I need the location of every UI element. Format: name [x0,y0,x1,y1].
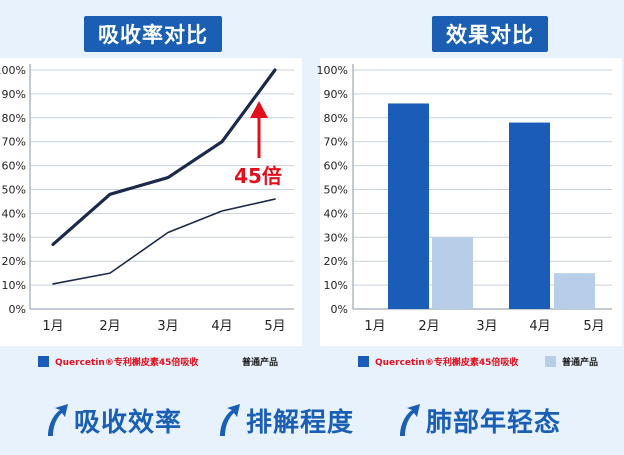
right-legend-normal: 普通产品 [545,352,598,370]
y-tick-label: 0% [331,303,348,316]
legend-label-normal: 普通产品 [242,357,279,368]
x-tick-label: 5月 [583,319,604,334]
y-tick-label: 40% [2,207,26,220]
bar-normal [554,273,595,309]
y-tick-label: 70% [324,136,348,149]
y-tick-label: 80% [2,112,26,125]
left-chart-panel [0,58,302,346]
bar-normal [432,237,473,309]
y-tick-label: 40% [324,207,348,220]
bar-main [509,122,550,309]
y-tick-label: 80% [324,112,348,125]
right-legend-main: Quercetin®专利槲皮素45倍吸收 [358,352,518,370]
x-tick-label: 3月 [476,319,497,334]
y-tick-label: 30% [324,231,348,244]
arrow-up-icon [400,404,420,436]
legend-label-main: Quercetin®专利槲皮素45倍吸收 [55,357,199,368]
x-tick-label: 2月 [418,319,439,334]
y-tick-label: 10% [2,279,26,292]
legend-swatch-main [358,355,369,367]
y-tick-label: 20% [324,255,348,268]
y-tick-label: 100% [317,64,348,77]
feature-label: 肺部年轻态 [426,407,562,438]
y-tick-label: 30% [2,231,26,244]
series-line-normal [52,198,276,285]
x-tick-label: 2月 [99,319,120,334]
y-tick-label: 20% [2,255,26,268]
y-tick-label: 90% [324,88,348,101]
y-tick-label: 90% [2,88,26,101]
legend-label-main: Quercetin®专利槲皮素45倍吸收 [375,357,519,368]
y-tick-label: 70% [2,136,26,149]
right-chart-title: 效果对比 [432,16,548,52]
x-tick-label: 5月 [264,319,285,334]
y-tick-label: 60% [2,160,26,173]
legend-swatch-main [38,355,49,367]
feature-lung-youthfulness: 肺部年轻态 [396,400,561,440]
y-tick-label: 60% [324,160,348,173]
annotation-arrow-head [250,101,268,118]
x-tick-label: 4月 [529,319,550,334]
x-tick-label: 1月 [42,319,63,334]
annotation-label: 45倍 [234,164,282,188]
left-chart-title: 吸收率对比 [84,16,222,52]
bar-main [388,103,429,310]
x-tick-label: 4月 [211,319,232,334]
feature-label: 排解程度 [246,407,355,438]
arrow-up-icon [220,404,240,436]
feature-absorption-efficiency: 吸收效率 [44,400,182,440]
feature-clearance-degree: 排解程度 [216,400,354,440]
legend-label-normal: 普通产品 [562,357,599,368]
y-tick-label: 0% [9,303,26,316]
arrow-up-icon [48,404,68,436]
y-tick-label: 50% [324,184,348,197]
left-legend-main: Quercetin®专利槲皮素45倍吸收 [38,352,198,370]
y-tick-label: 100% [0,64,26,77]
left-legend-normal: 普通产品 [242,352,278,370]
y-tick-label: 10% [324,279,348,292]
y-tick-label: 50% [2,184,26,197]
x-tick-label: 3月 [157,319,178,334]
feature-label: 吸收效率 [74,407,183,438]
legend-swatch-normal [545,355,556,367]
series-line-main [51,68,277,247]
x-tick-label: 1月 [364,319,385,334]
